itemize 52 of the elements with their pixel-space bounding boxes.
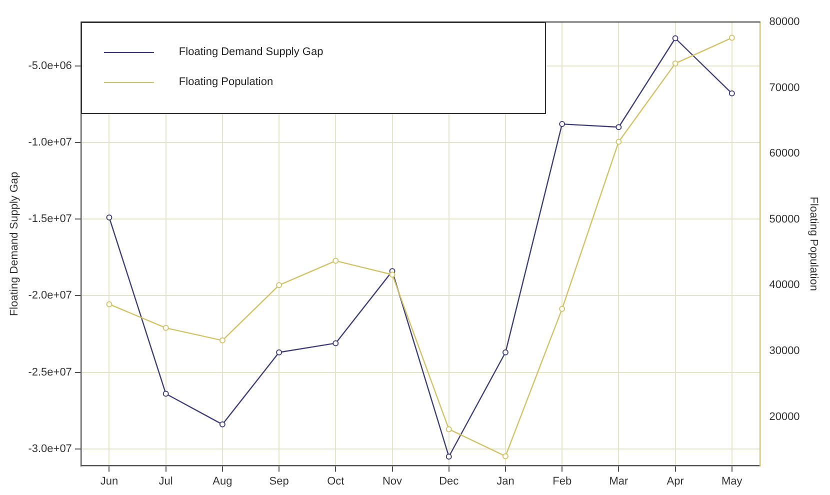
legend-label: Floating Demand Supply Gap [178,46,324,58]
y2-tick-label: 50000 [769,213,800,226]
x-tick-label: Sep [269,475,289,488]
x-tick-label: Dec [439,475,460,488]
y2-tick-label: 60000 [769,148,800,160]
point [446,454,452,460]
point [502,349,508,356]
point [389,272,396,278]
x-tick-label: Apr [666,475,684,488]
point [276,349,282,356]
y-tick-label: -2.0e+07 [28,290,72,302]
point [728,90,735,96]
point [559,306,566,312]
x-tick-label: May [722,475,743,488]
point [106,301,112,308]
y2-tick-label: 70000 [769,82,800,94]
point [276,282,282,288]
point [502,453,508,460]
point [219,421,226,428]
point [616,138,622,145]
y-tick-label: -1.5e+07 [28,213,72,226]
point [672,60,678,66]
y2-tick-label: 20000 [769,410,800,423]
point [559,121,566,128]
point [728,34,735,41]
x-tick-label: Feb [552,475,572,488]
y-tick-label: -5.0e+06 [28,60,72,72]
point [616,124,622,130]
point [672,35,678,42]
x-tick-label: Oct [327,475,344,488]
point [162,324,169,331]
legend-label: Floating Population [178,76,274,88]
x-tick-label: Nov [382,475,403,488]
y2-tick-label: 40000 [769,279,800,292]
x-tick-label: Aug [212,475,232,488]
point [162,390,169,397]
point [219,337,226,344]
y-tick-label: -3.0e+07 [28,442,72,455]
y2-tick-label: 80000 [769,16,800,28]
x-tick-label: Jun [100,475,118,488]
point [332,258,339,264]
y-tick-label: -1.0e+07 [28,136,72,148]
point [106,214,112,221]
y2-tick-label: 30000 [769,344,800,357]
x-tick-label: Jan [496,475,514,488]
x-tick-label: Mar [609,475,628,488]
y-tick-label: -2.5e+07 [28,366,72,378]
point [332,340,339,346]
x-tick-label: Jul [158,475,173,488]
point [446,426,452,432]
y2-axis-title: Floating Population [807,196,820,291]
y-axis-title: Floating Demand Supply Gap [8,172,21,316]
